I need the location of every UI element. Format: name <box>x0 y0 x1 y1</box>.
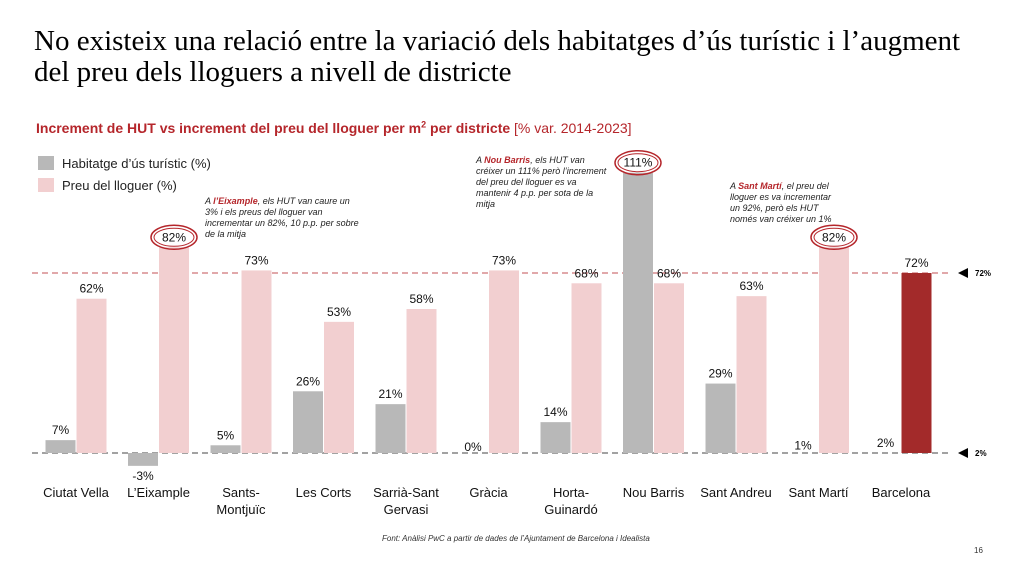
bar-rent <box>901 273 932 453</box>
legend-item-rent: Preu del lloguer (%) <box>38 178 177 194</box>
highlight-circle <box>813 227 855 247</box>
category-label: Guinardó <box>544 502 597 517</box>
data-label-rent: 73% <box>492 253 516 267</box>
highlight-circle <box>617 153 659 173</box>
bar-rent <box>489 270 519 453</box>
category-label: Nou Barris <box>623 485 685 500</box>
bar-hut <box>210 445 241 453</box>
bar-hut <box>375 404 406 453</box>
bar-rent <box>76 298 107 453</box>
data-label-rent: 73% <box>244 253 268 267</box>
bar-rent <box>819 247 849 453</box>
bar-rent <box>406 309 437 453</box>
data-label-hut: -3% <box>132 469 154 483</box>
subtitle-superscript: 2 <box>421 119 427 130</box>
highlight-circle <box>614 149 662 176</box>
category-label: Ciutat Vella <box>43 485 110 500</box>
source-note: Font: Anàlisi PwC a partir de dades de l… <box>382 534 650 543</box>
data-label-rent: 62% <box>79 282 103 296</box>
note-highlight: Nou Barris <box>484 155 531 165</box>
bar-hut <box>623 172 653 453</box>
data-label-hut: 111% <box>624 156 653 170</box>
category-label: Gervasi <box>384 502 429 517</box>
data-label-rent: 68% <box>574 266 598 280</box>
bar-hut <box>540 422 571 453</box>
category-label: Sant Martí <box>789 485 849 500</box>
bar-hut <box>128 453 158 466</box>
category-label: Sants- <box>222 485 260 500</box>
legend-label-rent: Preu del lloguer (%) <box>62 178 177 193</box>
data-label-hut: 2% <box>877 436 895 450</box>
note-text: A <box>205 196 214 206</box>
reference-label: 72% <box>975 269 991 278</box>
category-label: Sant Andreu <box>700 485 772 500</box>
legend-swatch-hut <box>38 156 54 170</box>
page-title: No existeix una relació entre la variaci… <box>34 25 961 88</box>
highlight-circle <box>153 227 195 247</box>
legend-label-hut: Habitatge d’ús turístic (%) <box>62 156 211 171</box>
subtitle-period: [% var. 2014-2023] <box>510 120 632 136</box>
category-label: Gràcia <box>469 485 508 500</box>
data-label-rent: 58% <box>409 292 433 306</box>
data-label-hut: 1% <box>794 439 812 453</box>
note-highlight: l’Eixample <box>213 196 258 206</box>
bar-rent <box>571 283 602 453</box>
reference-label: 2% <box>975 449 987 458</box>
note-highlight: Sant Martí <box>738 181 782 191</box>
legend-item-hut: Habitatge d’ús turístic (%) <box>38 156 211 172</box>
bar-hut <box>293 391 323 453</box>
category-label: L’Eixample <box>127 485 190 500</box>
category-label: Montjuïc <box>216 502 266 517</box>
annotation-sant-marti: A Sant Martí, el preu del lloguer es va … <box>730 181 836 225</box>
bar-rent <box>324 321 354 453</box>
data-label-hut: 7% <box>52 423 70 437</box>
data-label-rent: 53% <box>327 305 351 319</box>
data-label-hut: 29% <box>708 367 732 381</box>
page-number: 16 <box>974 546 983 555</box>
data-label-rent: 82% <box>162 230 186 244</box>
data-label-hut: 26% <box>296 374 320 388</box>
reference-marker <box>958 268 968 278</box>
chart-subtitle: Increment de HUT vs increment del preu d… <box>36 120 632 136</box>
subtitle-main: Increment de HUT vs increment del preu d… <box>36 120 422 136</box>
bar-rent <box>736 296 767 453</box>
annotation-nou-barris: A Nou Barris, els HUT van créixer un 111… <box>476 155 612 210</box>
note-text: , els HUT van caure un 3% i els preus de… <box>205 196 359 239</box>
category-label: Sarrià-Sant <box>373 485 439 500</box>
data-label-rent: 63% <box>739 279 763 293</box>
category-label: Les Corts <box>296 485 352 500</box>
category-label: Barcelona <box>872 485 931 500</box>
bar-hut <box>705 383 736 453</box>
bar-hut <box>45 440 76 453</box>
note-text: , els HUT van créixer un 111% però l’inc… <box>476 155 607 209</box>
data-label-hut: 0% <box>464 440 482 454</box>
data-label-hut: 14% <box>543 405 567 419</box>
note-text: A <box>730 181 739 191</box>
subtitle-rest: per districte <box>426 120 511 136</box>
bar-rent <box>654 283 684 453</box>
note-text: A <box>476 155 485 165</box>
data-label-hut: 21% <box>378 387 402 401</box>
highlight-circle <box>810 224 858 251</box>
annotation-eixample: A l’Eixample, els HUT van caure un 3% i … <box>205 196 365 240</box>
category-label: Horta- <box>553 485 589 500</box>
data-label-rent: 72% <box>904 256 928 270</box>
bar-rent <box>159 247 189 453</box>
data-label-rent: 68% <box>657 266 681 280</box>
bar-rent <box>241 270 272 453</box>
note-text: , el preu del lloguer es va incrementar … <box>730 181 832 224</box>
legend-swatch-rent <box>38 178 54 192</box>
data-label-hut: 5% <box>217 428 235 442</box>
reference-marker <box>958 448 968 458</box>
highlight-circle <box>150 224 198 251</box>
data-label-rent: 82% <box>822 230 846 244</box>
